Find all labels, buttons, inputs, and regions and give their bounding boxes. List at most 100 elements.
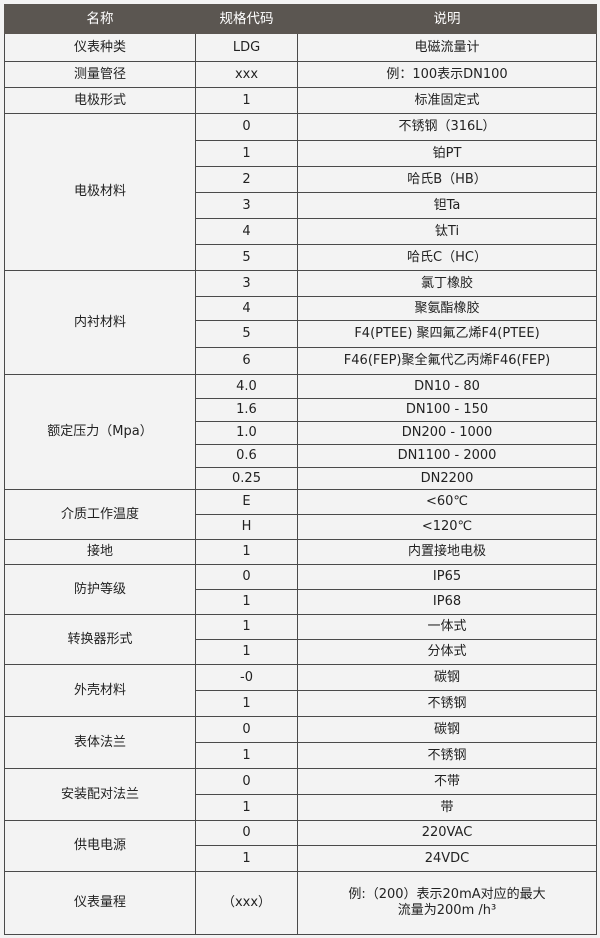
spec-description: 钛Ti — [297, 218, 597, 245]
table-row: 6 F46(FEP)聚全氟代乙丙烯F46(FEP) — [5, 347, 597, 375]
spec-name: 介质工作温度 — [4, 489, 196, 540]
spec-code: 1 — [195, 614, 298, 640]
spec-description: DN2200 — [297, 467, 597, 490]
spec-description: F46(FEP)聚全氟代乙丙烯F46(FEP) — [297, 347, 597, 375]
table-row: 防护等级 0 IP65 — [4, 564, 597, 615]
spec-name: 转换器形式 — [4, 614, 196, 665]
spec-name: 内衬材料 — [4, 270, 196, 375]
spec-name: 额定压力（Mpa） — [4, 374, 196, 490]
spec-code: 1.6 — [195, 398, 298, 422]
spec-description: 哈氏B（HB） — [297, 166, 597, 193]
spec-code: 4.0 — [195, 374, 298, 399]
table-row: 1.6 DN100 - 150 — [5, 398, 597, 422]
table-row: H <120℃ — [5, 514, 597, 540]
table-row: 介质工作温度 E <60℃ — [4, 489, 597, 540]
spec-code: 0 — [195, 820, 298, 846]
spec-description: 标准固定式 — [297, 87, 597, 114]
spec-description: 24VDC — [297, 845, 597, 872]
table-row: 0.6 DN1100 - 2000 — [5, 444, 597, 468]
spec-description: 内置接地电极 — [297, 539, 597, 565]
spec-code: 0 — [195, 716, 298, 743]
spec-description: 铂PT — [297, 140, 597, 167]
spec-name: 供电电源 — [4, 820, 196, 872]
spec-description: 不锈钢 — [297, 690, 597, 717]
spec-code: 1 — [195, 539, 298, 565]
spec-code: 1 — [195, 742, 298, 769]
spec-code: 1 — [195, 140, 298, 167]
spec-code: 4 — [195, 296, 298, 321]
spec-name: 表体法兰 — [4, 716, 196, 769]
spec-description: DN100 - 150 — [297, 398, 597, 422]
spec-description: 氯丁橡胶 — [297, 270, 597, 297]
table-row: 转换器形式 1 一体式 — [4, 614, 597, 665]
spec-code: 1.0 — [195, 421, 298, 445]
spec-code: xxx — [195, 61, 298, 88]
table-row: 外壳材料 -0 碳钢 — [4, 664, 597, 717]
spec-description: 碳钢 — [297, 664, 597, 691]
spec-code: -0 — [195, 664, 298, 691]
table-row: 1 不锈钢 — [5, 742, 597, 769]
table-row: 表体法兰 0 碳钢 — [4, 716, 597, 769]
spec-code: E — [195, 489, 298, 515]
spec-code: LDG — [195, 33, 298, 62]
table-row: 供电电源 0 220VAC — [4, 820, 597, 872]
spec-description: 不锈钢（316L） — [297, 113, 597, 141]
spec-code: （xxx） — [195, 871, 298, 935]
table-row: 安装配对法兰 0 不带 — [4, 768, 597, 821]
table-row: 仪表种类 LDG 电磁流量计 — [4, 33, 597, 62]
spec-table: 名称 规格代码 说明 仪表种类 LDG 电磁流量计 测量管径 xxx 例：100表示DN1… — [4, 4, 597, 935]
spec-code: 0.25 — [195, 467, 298, 490]
spec-code: 1 — [195, 845, 298, 872]
spec-description: 不锈钢 — [297, 742, 597, 769]
spec-code: 3 — [195, 270, 298, 297]
spec-description: IP65 — [297, 564, 597, 590]
spec-code: 0 — [195, 113, 298, 141]
spec-code: 1 — [195, 87, 298, 114]
header-code: 规格代码 — [195, 4, 298, 34]
spec-code: 1 — [195, 690, 298, 717]
spec-description: DN200 - 1000 — [297, 421, 597, 445]
spec-name: 仪表种类 — [4, 33, 196, 62]
header-desc: 说明 — [297, 4, 597, 34]
spec-description: 220VAC — [297, 820, 597, 846]
table-row: 电极材料 0 不锈钢（316L） — [4, 113, 597, 271]
spec-code: 2 — [195, 166, 298, 193]
table-row: 1.0 DN200 - 1000 — [5, 421, 597, 445]
table-row: 5 哈氏C（HC） — [5, 244, 597, 271]
spec-name: 安装配对法兰 — [4, 768, 196, 821]
spec-description: 带 — [297, 794, 597, 821]
header-name: 名称 — [4, 4, 196, 34]
spec-code: 1 — [195, 639, 298, 665]
spec-name: 接地 — [4, 539, 196, 565]
table-row: 接地 1 内置接地电极 — [4, 539, 597, 565]
spec-description: 电磁流量计 — [297, 33, 597, 62]
spec-code: 4 — [195, 218, 298, 245]
table-row: 电极形式 1 标准固定式 — [4, 87, 597, 114]
spec-description: 碳钢 — [297, 716, 597, 743]
spec-code: H — [195, 514, 298, 540]
table-row: 2 哈氏B（HB） — [5, 166, 597, 193]
spec-description: <120℃ — [297, 514, 597, 540]
spec-description: DN10 - 80 — [297, 374, 597, 399]
spec-code: 5 — [195, 320, 298, 348]
table-row: 1 铂PT — [5, 140, 597, 167]
spec-code: 1 — [195, 794, 298, 821]
spec-description: 例:（200）表示20mA对应的最大 流量为200m /h³ — [297, 871, 597, 935]
table-row: 内衬材料 3 氯丁橡胶 — [4, 270, 597, 375]
spec-description: 例：100表示DN100 — [297, 61, 597, 88]
spec-code: 0 — [195, 564, 298, 590]
spec-description: 哈氏C（HC） — [297, 244, 597, 271]
spec-description: IP68 — [297, 589, 597, 615]
table-row: 5 F4(PTEE) 聚四氟乙烯F4(PTEE) — [5, 320, 597, 348]
spec-description: DN1100 - 2000 — [297, 444, 597, 468]
spec-code: 1 — [195, 589, 298, 615]
table-row: 额定压力（Mpa） 4.0 DN10 - 80 — [4, 374, 597, 490]
spec-description: <60℃ — [297, 489, 597, 515]
table-row: 4 钛Ti — [5, 218, 597, 245]
spec-name: 防护等级 — [4, 564, 196, 615]
table-row: 测量管径 xxx 例：100表示DN100 — [4, 61, 597, 88]
spec-name: 测量管径 — [4, 61, 196, 88]
spec-description: 不带 — [297, 768, 597, 795]
spec-description: 一体式 — [297, 614, 597, 640]
